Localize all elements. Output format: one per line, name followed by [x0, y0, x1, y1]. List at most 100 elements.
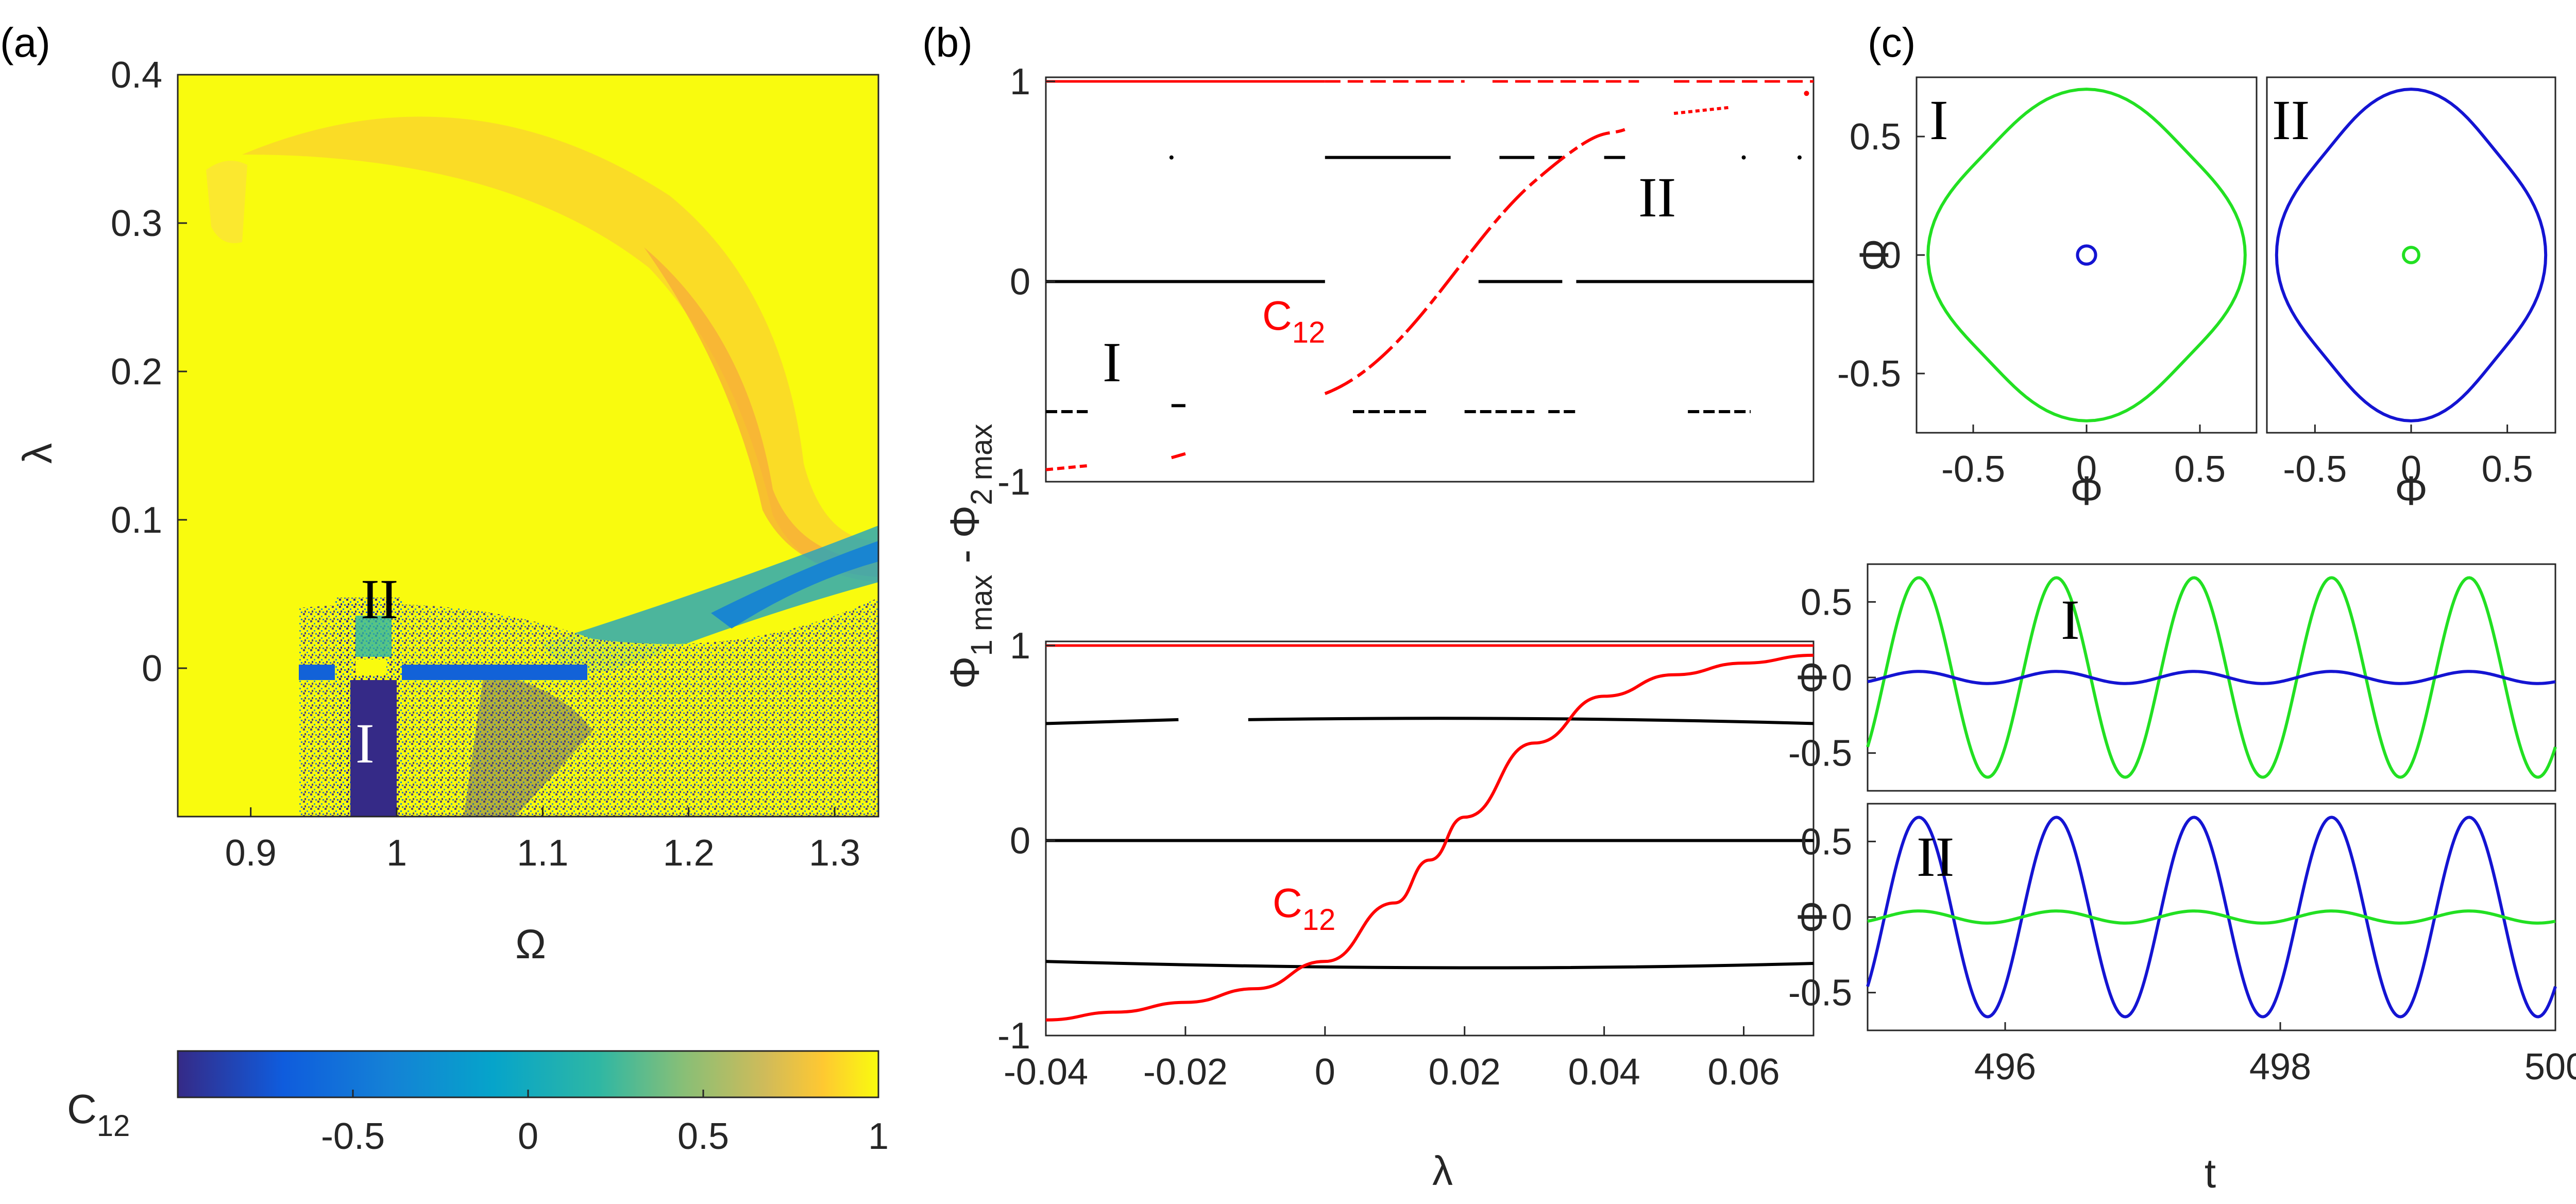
b-bottom-axes: [1045, 640, 1815, 1037]
time-trace-green: [1867, 909, 2556, 925]
heatmap-annotation-II: II: [361, 568, 398, 631]
c-time-xtick-label: 500: [2524, 1046, 2576, 1088]
heatmap-xtick-label: 1: [386, 833, 407, 874]
heatmap-panel-a: II I 0.9 1 1.1 1.2 1.3 0 0.1 0.2 0.3 0.4 Ω λ: [14, 55, 879, 967]
colorbar-ticks: -0.5 0 0.5 1: [321, 1090, 889, 1157]
b-xlabel: λ: [1432, 1148, 1453, 1194]
colorbar-tick-label: -0.5: [321, 1116, 385, 1157]
heatmap-ytick-label: 0.4: [111, 55, 162, 96]
c-phase-ylabel: Φ: [1851, 239, 1897, 272]
c-phase-I-xlabel: Φ: [2070, 468, 2103, 514]
heatmap-ylabel: λ: [14, 443, 60, 464]
heatmap-xtick-label: 1.1: [517, 833, 568, 874]
time-trace-blue: [1866, 816, 2557, 1019]
c-time-ytick-label: -0.5: [1788, 733, 1852, 774]
c-time-I-label: I: [2061, 588, 2080, 651]
b-axis-ticks: -1 0 1 -1 0 1 -0.04 -0.02 0 0.02 0.04 0.06: [997, 61, 1780, 1093]
b-top-annotation-I: I: [1103, 331, 1122, 394]
b-top-ytick-label: 1: [1010, 61, 1030, 103]
colorbar-label: C12: [67, 1086, 130, 1143]
b-bottom-curve-label: C12: [1273, 880, 1335, 937]
panel-label-c: (c): [1868, 20, 1916, 65]
b-top-black-dot: [1741, 155, 1746, 160]
b-ylabel: Φ1 max - Φ2 max: [942, 424, 998, 689]
b-xtick-label: 0.06: [1707, 1052, 1780, 1093]
b-top-annotation-II: II: [1638, 166, 1676, 229]
b-top-ytick-label: 0: [1010, 262, 1030, 303]
heatmap-ytick-label: 0.3: [111, 203, 162, 244]
c-time-ytick-label: -0.5: [1788, 973, 1852, 1014]
b-top-red-curve: [1324, 128, 1626, 395]
heatmap-regions: [206, 116, 878, 817]
c-phase-ytick-label: -0.5: [1837, 353, 1901, 395]
c-phase-II-xlabel: Φ: [2395, 468, 2428, 514]
time-trace-green: [1866, 576, 2557, 779]
c-phase-I-label: I: [1929, 89, 1948, 151]
c-marks: [1866, 88, 2557, 1019]
b-top-ytick-label: -1: [997, 462, 1030, 503]
panel-b: -1 0 1 -1 0 1 -0.04 -0.02 0 0.02 0.04 0.06 C12 I II…: [942, 61, 1815, 1194]
c-time-xlabel: t: [2205, 1150, 2216, 1196]
heatmap-xtick-label: 1.3: [809, 833, 860, 874]
phase-orbit-blue: [2275, 88, 2548, 422]
c-phase-ytick-label: 0: [1880, 235, 1901, 276]
c-phase-xtick-label: -0.5: [2283, 449, 2347, 490]
b-top-marks: [1045, 80, 1814, 471]
colorbar-tick-label: 0: [518, 1116, 538, 1157]
c-time-ytick-label: 0: [1832, 657, 1852, 699]
c-time-II-axes: [1867, 803, 2556, 1031]
c-phase-xtick-label: 0: [2401, 449, 2421, 490]
heatmap-xlabel: Ω: [515, 921, 546, 967]
time-trace-blue: [1867, 670, 2556, 685]
b-bottom-black-upper: [1248, 717, 1814, 725]
c-phase-II-axes: [2266, 76, 2556, 434]
c-phase-II-label: II: [2272, 89, 2310, 151]
c-time-II-ylabel: Φ: [1789, 901, 1835, 934]
c-phase-xtick-label: 0.5: [2482, 449, 2533, 490]
b-xtick-label: -0.02: [1143, 1052, 1228, 1093]
c-time-xtick-label: 496: [1974, 1046, 2036, 1088]
b-xtick-label: 0.02: [1429, 1052, 1501, 1093]
c-phase-xtick-label: 0: [2076, 449, 2097, 490]
heatmap-ytick-label: 0: [142, 648, 162, 689]
b-top-black-dot: [1797, 155, 1802, 160]
c-axis-ticks: -0.5 0 0.5 -0.5 0 0.5 -0.5 0 0.5 -0.5 0 0.5 496 498 50…: [1788, 116, 2576, 1088]
c-time-xtick-label: 498: [2249, 1046, 2311, 1088]
b-bottom-black-lower: [1045, 960, 1814, 970]
c-time-I-axes: [1867, 563, 2556, 792]
b-top-red-lower: [1045, 464, 1088, 471]
heatmap-ytick-label: 0.1: [111, 500, 162, 541]
phase-orbit-green: [2402, 246, 2420, 264]
c-phase-xtick-label: -0.5: [1941, 449, 2005, 490]
c-time-ytick-label: 0.5: [1801, 821, 1852, 862]
b-bottom-black-upper: [1045, 718, 1179, 725]
b-top-red-lower: [1171, 452, 1186, 460]
phase-orbit-blue: [2076, 244, 2097, 266]
b-bottom-marks: [1045, 644, 1814, 1022]
c-time-II-label: II: [1917, 825, 1954, 888]
b-top-axes: [1045, 76, 1815, 483]
b-top-red-dot: [1804, 91, 1809, 96]
c-time-I-ylabel: Φ: [1789, 661, 1835, 694]
c-phase-xtick-label: 0.5: [2174, 449, 2226, 490]
b-bottom-ytick-label: -1: [997, 1015, 1030, 1057]
phase-orbit-green: [1926, 88, 2247, 422]
b-xtick-label: 0.04: [1568, 1052, 1640, 1093]
b-top-curve-label: C12: [1262, 293, 1325, 349]
heatmap-xtick-label: 1.2: [663, 833, 715, 874]
b-xtick-label: 0: [1315, 1052, 1335, 1093]
panel-label-b: (b): [922, 20, 973, 65]
b-top-black-dot: [1169, 155, 1174, 160]
b-bottom-ytick-label: 1: [1010, 625, 1030, 667]
b-xtick-label: -0.04: [1004, 1052, 1088, 1093]
b-top-red-upper: [1673, 106, 1730, 115]
panel-c: -0.5 0 0.5 -0.5 0 0.5 -0.5 0 0.5 -0.5 0 0.5 496 498 50…: [1788, 76, 2576, 1196]
heatmap-ytick-label: 0.2: [111, 351, 162, 393]
b-bottom-red-curve: [1045, 653, 1814, 1022]
b-bottom-ytick-label: 0: [1010, 821, 1030, 862]
heatmap-axis-ticks: 0.9 1 1.1 1.2 1.3 0 0.1 0.2 0.3 0.4: [111, 55, 860, 874]
panel-label-a: (a): [0, 20, 50, 65]
colorbar-tick-label: 0.5: [677, 1116, 729, 1157]
c-time-ytick-label: 0: [1832, 897, 1852, 938]
